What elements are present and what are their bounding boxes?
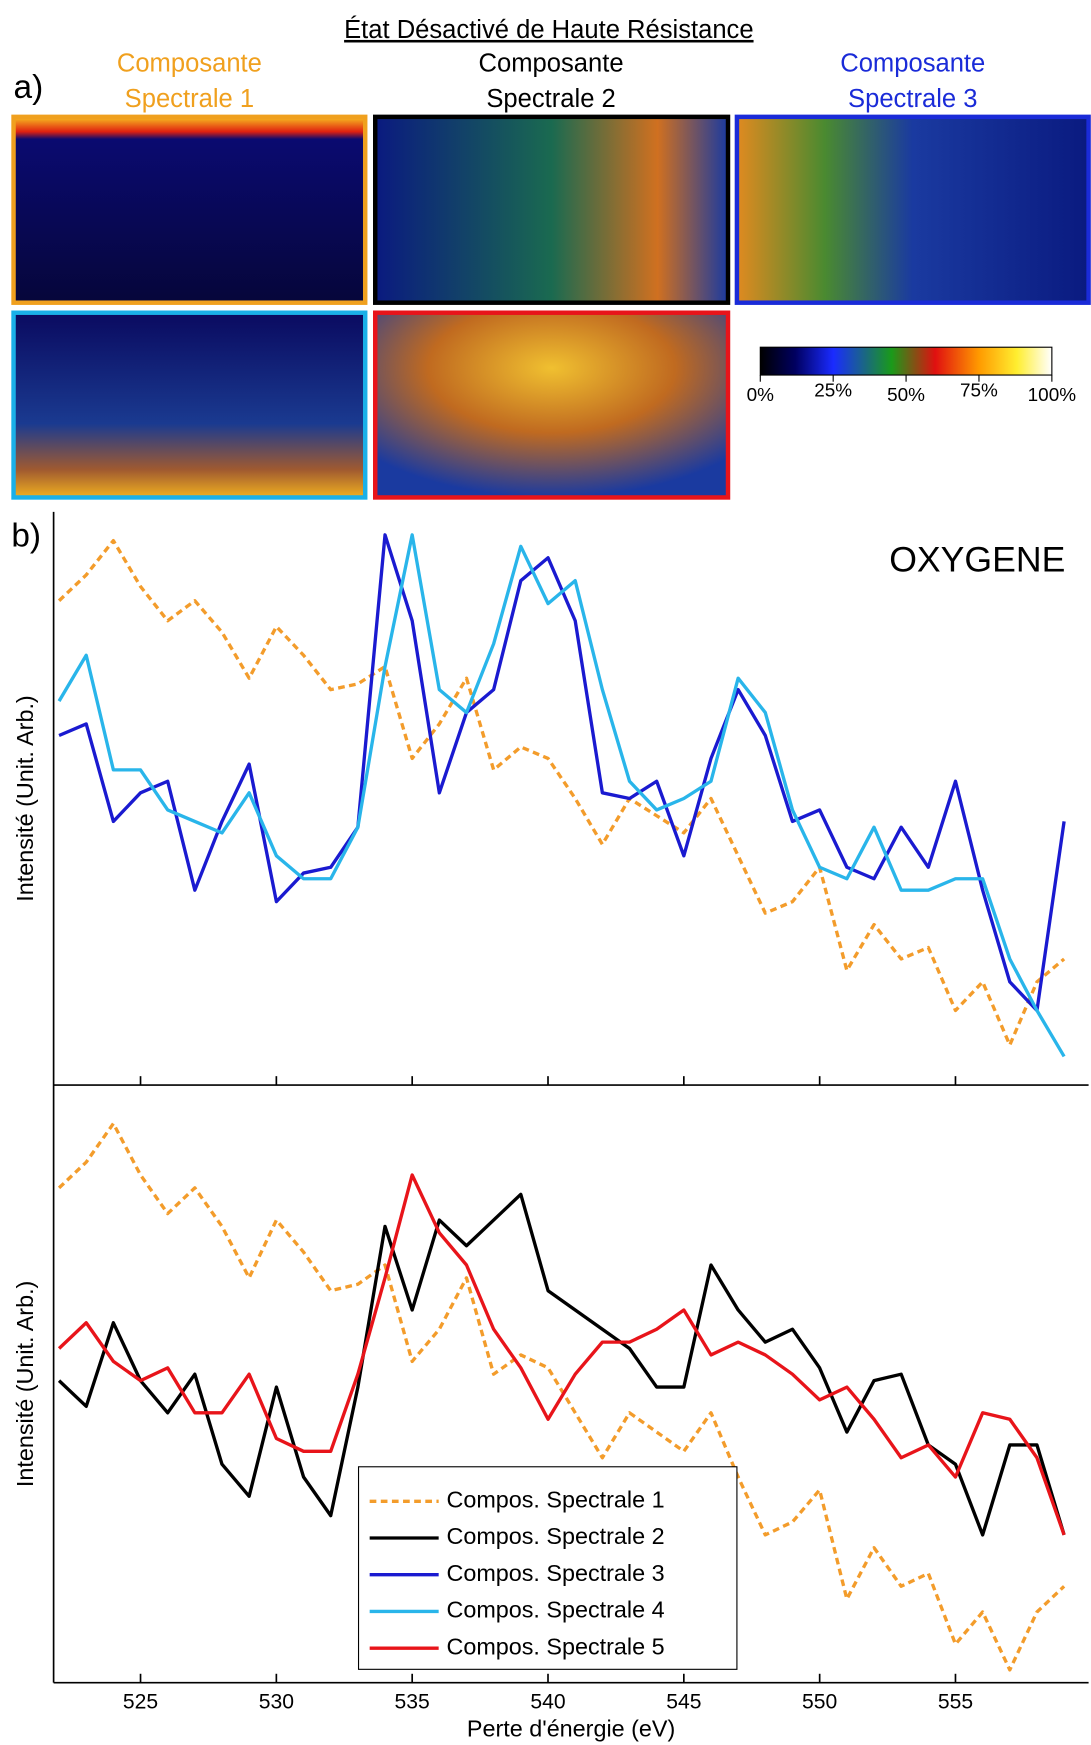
x-tick-label: 540 <box>530 1690 565 1713</box>
x-tick-label: 545 <box>666 1690 701 1713</box>
component-header: Spectrale 1 <box>125 85 254 113</box>
x-tick-label: 555 <box>938 1690 973 1713</box>
map-image <box>375 116 729 303</box>
colorbar-tick-label: 75% <box>960 381 998 402</box>
colorbar-tick-label: 25% <box>814 381 852 402</box>
x-tick-label: 525 <box>123 1690 158 1713</box>
data-line <box>57 1192 1066 1537</box>
data-line <box>57 538 1066 1047</box>
colorbar-tick-label: 50% <box>887 385 925 406</box>
component-header: Composante <box>479 49 624 77</box>
legend-label: Compos. Spectrale 5 <box>446 1633 664 1659</box>
legend-label: Compos. Spectrale 3 <box>446 1560 664 1586</box>
legend-label: Compos. Spectrale 2 <box>446 1523 664 1549</box>
legend-label: Compos. Spectrale 4 <box>446 1597 664 1623</box>
x-tick-label: 550 <box>802 1690 837 1713</box>
panel-label: a) <box>14 69 44 106</box>
data-line <box>58 533 1066 1013</box>
map-image <box>13 312 366 498</box>
element-annotation: OXYGENE <box>889 539 1065 579</box>
x-axis-label: Perte d'énergie (eV) <box>467 1716 675 1742</box>
x-tick-label: 530 <box>259 1690 294 1713</box>
x-tick-label: 535 <box>395 1690 430 1713</box>
component-header: Composante <box>117 49 262 77</box>
map-image <box>375 312 729 498</box>
map-border <box>373 114 731 305</box>
colorbar-tick-label: 100% <box>1028 385 1077 406</box>
legend-label: Compos. Spectrale 1 <box>446 1486 664 1512</box>
colorbar-tick-label: 0% <box>747 385 775 406</box>
legend-box <box>357 1466 738 1670</box>
panel-label: b) <box>11 517 41 554</box>
colorbar <box>759 346 1053 376</box>
map-border <box>734 114 1091 305</box>
component-header: Spectrale 3 <box>848 85 977 113</box>
map-image <box>13 116 366 303</box>
maps <box>13 116 1089 498</box>
map-border <box>11 114 368 305</box>
data-line <box>57 1121 1066 1672</box>
component-header: Composante <box>840 49 985 77</box>
map-border <box>373 310 731 500</box>
y-axis-label: Intensité (Unit. Arb.) <box>12 1281 38 1487</box>
data-line <box>57 533 1066 1058</box>
y-axis-label: Intensité (Unit. Arb.) <box>12 695 38 901</box>
map-image <box>736 116 1089 303</box>
data-line <box>57 1173 1066 1536</box>
figure-title: État Désactivé de Haute Résistance <box>344 15 753 44</box>
map-border <box>11 310 368 500</box>
component-header: Spectrale 2 <box>486 85 615 113</box>
